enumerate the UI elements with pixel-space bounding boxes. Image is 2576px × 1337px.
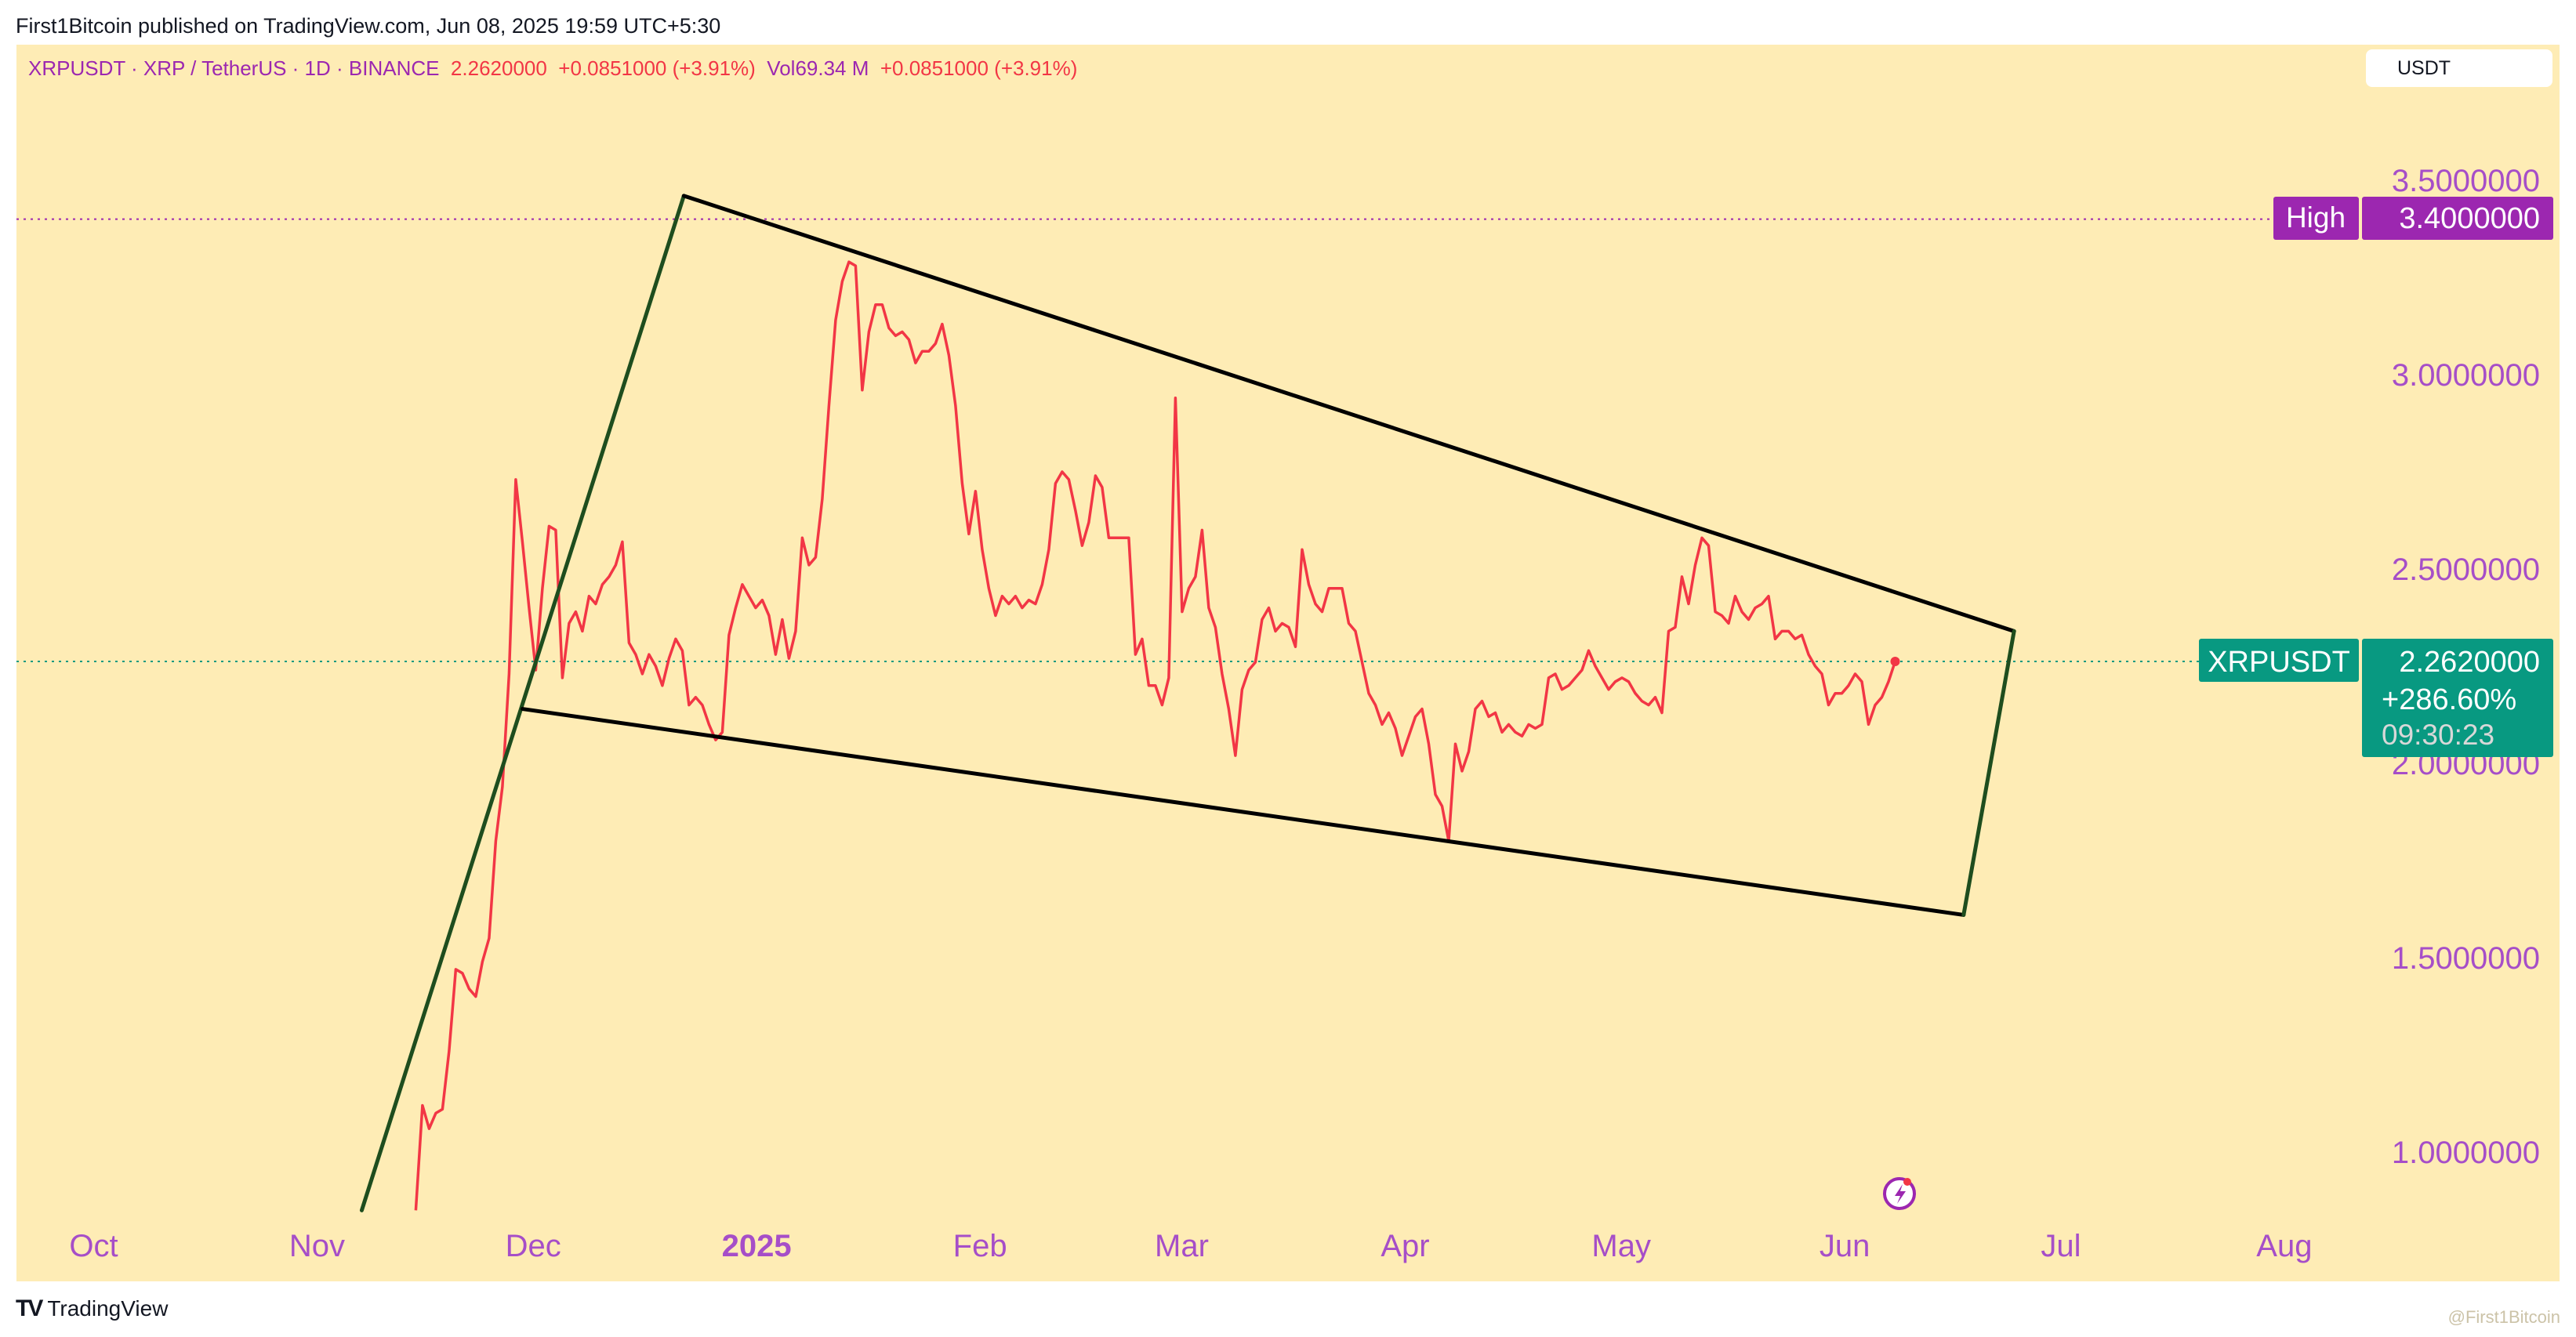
lightning-icon[interactable] <box>1883 1177 1916 1210</box>
x-tick-label: Aug <box>2256 1229 2312 1263</box>
price-axis[interactable]: 3.50000003.00000002.50000002.00000001.50… <box>2392 164 2540 1170</box>
watermark: @First1Bitcoin <box>2447 1307 2560 1327</box>
legend-change: +0.0851000 (+3.91%) <box>558 56 756 80</box>
x-tick-label: Nov <box>289 1229 345 1263</box>
price-series-line <box>414 260 1897 1211</box>
volume-change: +0.0851000 (+3.91%) <box>880 56 1078 80</box>
trendline-drawings[interactable] <box>359 194 2016 1212</box>
legend-price: 2.2620000 <box>450 56 547 80</box>
x-tick-label: 2025 <box>722 1229 792 1263</box>
symbol-label-text: XRPUSDT <box>2208 646 2350 679</box>
tv-logo-icon: TV <box>16 1295 43 1321</box>
x-tick-label: Feb <box>953 1229 1007 1263</box>
x-tick-label: Jun <box>1820 1229 1870 1263</box>
trendline-lower-support[interactable] <box>520 707 1966 917</box>
high-value-text: 3.4000000 <box>2399 202 2540 235</box>
last-price-text: 2.2620000 <box>2399 646 2540 679</box>
published-caption: First1Bitcoin published on TradingView.c… <box>16 14 721 38</box>
trendline-upper-resistance[interactable] <box>681 194 2016 633</box>
y-tick-label: 3.0000000 <box>2392 358 2540 393</box>
chart-background <box>16 45 2560 1281</box>
high-label: High 3.4000000 <box>2273 197 2553 240</box>
symbol-info: XRPUSDT · XRP / TetherUS · 1D · BINANCE <box>28 56 440 80</box>
currency-button[interactable]: USDT <box>2366 49 2552 87</box>
trendline-green-closing[interactable] <box>1961 629 2016 917</box>
volume-label: Vol <box>767 56 796 80</box>
brand-text: TradingView <box>47 1296 169 1321</box>
time-axis[interactable]: Oct Nov Dec 2025 Feb Mar Apr May Jun Jul Aug <box>69 1229 2312 1263</box>
symbol-legend[interactable]: XRPUSDT · XRP / TetherUS · 1D · BINANCE … <box>28 56 1077 81</box>
y-tick-label: 1.5000000 <box>2392 941 2540 976</box>
change-percent-text: +286.60% <box>2382 683 2516 716</box>
x-tick-label: Apr <box>1381 1229 1429 1263</box>
last-price-label: XRPUSDT 2.2620000 +286.60% 09:30:23 <box>2199 639 2553 757</box>
last-price-dot <box>1890 657 1900 667</box>
x-tick-label: Jul <box>2041 1229 2081 1263</box>
tradingview-logo[interactable]: TV TradingView <box>16 1295 168 1322</box>
y-tick-label: 2.5000000 <box>2392 553 2540 587</box>
trendline-green-rising[interactable] <box>359 194 686 1212</box>
bar-countdown-text: 09:30:23 <box>2382 719 2494 751</box>
x-tick-label: Dec <box>506 1229 561 1263</box>
y-tick-label: 1.0000000 <box>2392 1136 2540 1170</box>
x-tick-label: Mar <box>1155 1229 1209 1263</box>
x-tick-label: Oct <box>69 1229 118 1263</box>
y-tick-label: 3.5000000 <box>2392 164 2540 198</box>
high-label-text: High <box>2286 201 2346 234</box>
volume-value: 69.34 M <box>795 56 869 80</box>
x-tick-label: May <box>1591 1229 1651 1263</box>
